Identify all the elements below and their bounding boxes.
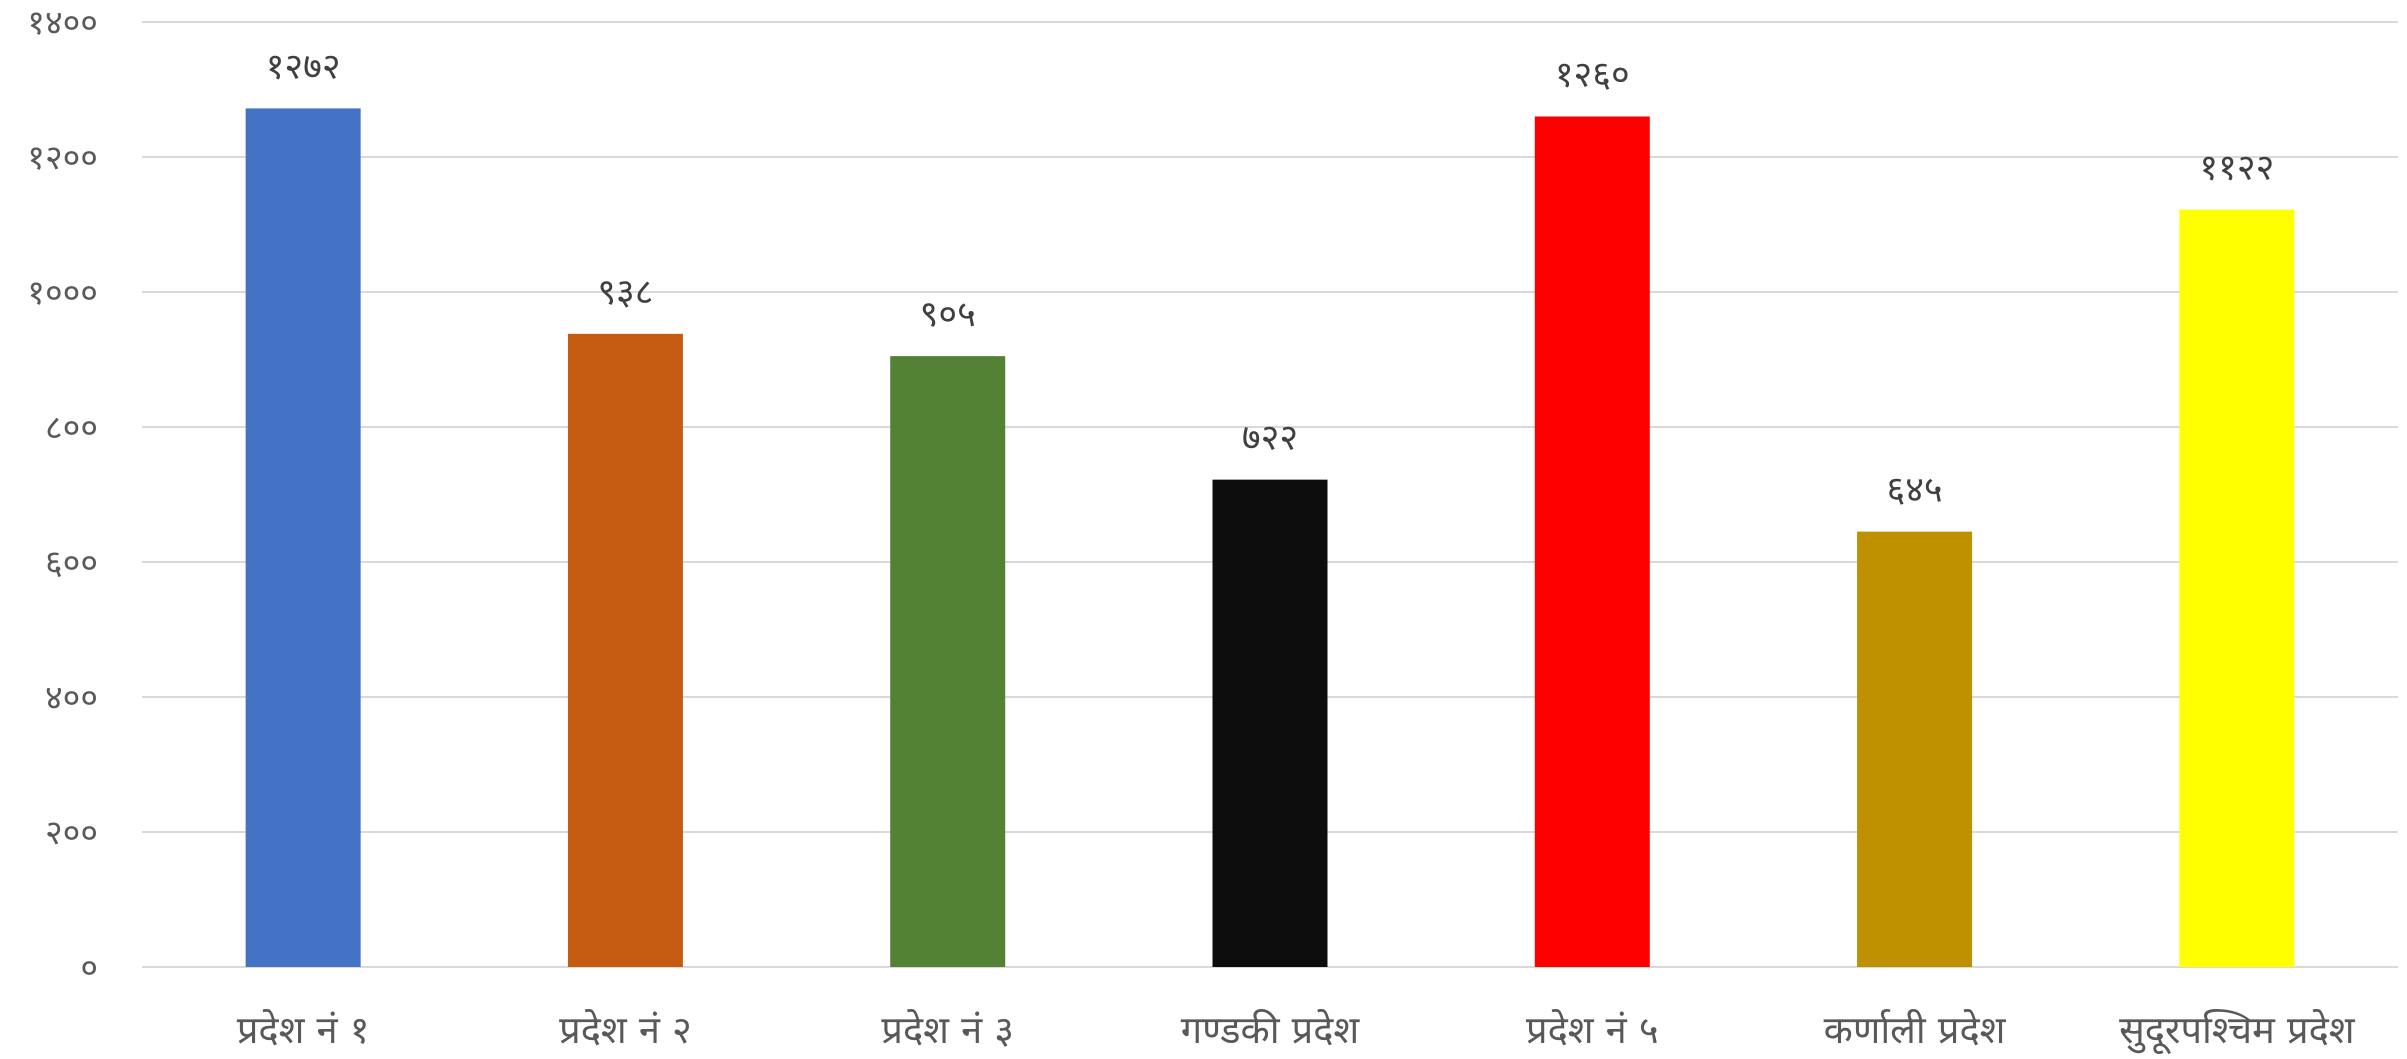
- bar: [245, 108, 361, 967]
- bar: [890, 356, 1006, 967]
- data-label: १२६०: [1555, 55, 1630, 96]
- bar: [1534, 116, 1650, 967]
- data-label: ९३८: [597, 272, 653, 313]
- x-tick-label: प्रदेश नं २: [559, 1008, 692, 1052]
- data-labels: १२७२ ९३८ ९०५ ७२२ १२६० ६४५ ११२२: [266, 46, 2275, 510]
- y-tick-label: ६००: [45, 543, 98, 583]
- x-axis-tick-labels: प्रदेश नं १ प्रदेश नं २ प्रदेश नं ३ गण्डकी …: [237, 1008, 2356, 1055]
- data-label: ९०५: [920, 294, 976, 335]
- x-tick-label: गण्डकी प्रदेश: [1181, 1008, 1361, 1052]
- data-label: ७२२: [1242, 418, 1298, 459]
- y-tick-label: ४००: [45, 678, 98, 718]
- data-label: १२७२: [266, 46, 341, 87]
- y-tick-label: ८००: [45, 408, 98, 448]
- y-tick-label: १०००: [27, 273, 98, 313]
- bar: [1857, 531, 1973, 967]
- y-tick-label: १२००: [27, 138, 98, 178]
- data-label: ६४५: [1886, 470, 1942, 511]
- data-label: ११२२: [2199, 148, 2274, 189]
- x-tick-label: सुदूरपश्चिम प्रदेश: [2119, 1008, 2356, 1055]
- x-tick-label: कर्णाली प्रदेश: [1824, 1008, 2007, 1052]
- y-tick-label: १४००: [27, 3, 98, 43]
- y-tick-label: ०: [80, 948, 98, 988]
- bar: [2179, 209, 2295, 967]
- bars: [245, 108, 2295, 968]
- y-axis-tick-labels: ० २०० ४०० ६०० ८०० १००० १२०० १४००: [27, 3, 98, 988]
- y-tick-label: २००: [45, 813, 98, 853]
- bar: [1212, 479, 1328, 967]
- bar: [567, 333, 683, 968]
- x-tick-label: प्रदेश नं ३: [881, 1008, 1014, 1052]
- x-tick-label: प्रदेश नं ५: [1526, 1008, 1659, 1052]
- x-tick-label: प्रदेश नं १: [237, 1008, 370, 1052]
